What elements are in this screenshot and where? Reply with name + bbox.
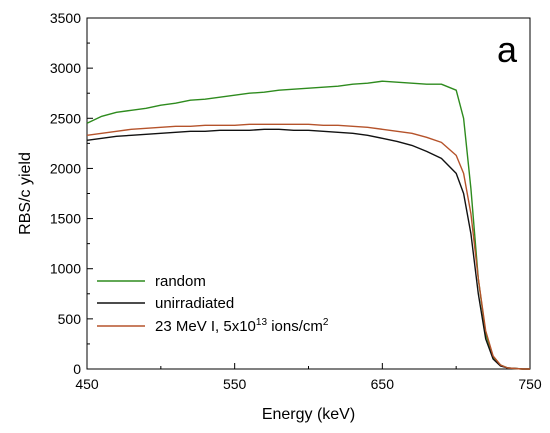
legend: random unirradiated 23 MeV I, 5x1013 ion… — [97, 273, 329, 335]
series-line-1 — [86, 128, 530, 370]
x-tick-label: 650 — [371, 376, 395, 392]
y-tick-label: 3500 — [50, 10, 81, 26]
series-line-2 — [86, 123, 530, 370]
legend-label-random: random — [155, 273, 206, 290]
y-tick-label: 500 — [58, 311, 82, 327]
y-tick-label: 2000 — [50, 160, 81, 176]
legend-label-irradiated-exp1: 13 — [256, 317, 268, 328]
axis-ticks: 0 500 1000 1500 2000 2500 3000 3500 450 550 650 750 — [50, 10, 542, 392]
legend-item-irradiated: 23 MeV I, 5x1013 ions/cm2 — [97, 317, 329, 335]
panel-label: a — [497, 29, 518, 70]
y-tick-label: 1500 — [50, 211, 81, 227]
y-tick-label: 1000 — [50, 261, 81, 277]
legend-label-irradiated-main: 23 MeV I, 5x10 — [155, 318, 256, 335]
legend-label-unirradiated: unirradiated — [155, 295, 234, 312]
y-axis-title: RBS/c yield — [17, 152, 34, 235]
x-tick-label: 750 — [518, 376, 542, 392]
series-line-0 — [86, 80, 530, 370]
legend-label-irradiated-mid: ions/cm — [267, 318, 323, 335]
y-tick-label: 3000 — [50, 60, 81, 76]
x-tick-label: 450 — [75, 376, 99, 392]
legend-item-random: random — [97, 273, 206, 290]
legend-label-irradiated: 23 MeV I, 5x1013 ions/cm2 — [155, 317, 329, 335]
series-layer — [86, 80, 530, 370]
x-tick-label: 550 — [223, 376, 247, 392]
y-tick-label: 0 — [73, 361, 81, 377]
legend-label-irradiated-exp2: 2 — [323, 317, 329, 328]
x-axis-title: Energy (keV) — [262, 406, 355, 423]
y-tick-label: 2500 — [50, 110, 81, 126]
legend-item-unirradiated: unirradiated — [97, 295, 234, 312]
